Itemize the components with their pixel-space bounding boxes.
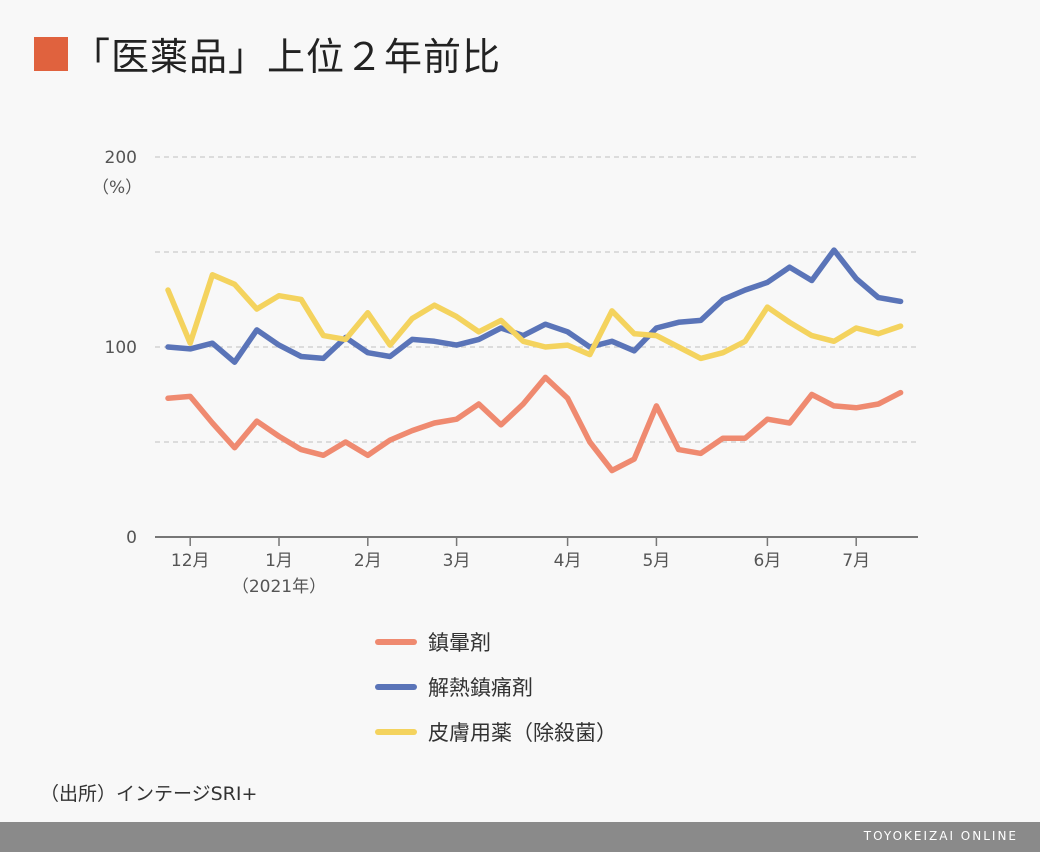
x-tick-label: 1月: [265, 551, 293, 571]
y-tick-label: 0: [126, 528, 137, 548]
title-row: 「医薬品」上位２年前比: [34, 26, 501, 81]
legend-label: 解熱鎮痛剤: [428, 676, 533, 700]
y-unit-label: （%）: [92, 178, 142, 198]
x-tick-label: 2月: [354, 551, 382, 571]
footer-bar: TOYOKEIZAI ONLINE: [0, 822, 1040, 852]
legend-label: 皮膚用薬（除殺菌）: [428, 721, 617, 745]
x-tick-label: 3月: [443, 551, 471, 571]
series-line-1: [165, 247, 904, 365]
title-marker: [34, 36, 68, 71]
chart-title: 「医薬品」上位２年前比: [72, 35, 502, 79]
x-tick-label: 5月: [642, 551, 670, 571]
source-note: （出所）インテージSRI+: [40, 783, 258, 805]
series-layer: [165, 247, 904, 474]
x-year-label: （2021年）: [232, 577, 326, 597]
x-tick-label: 4月: [554, 551, 582, 571]
legend-label: 鎮暈剤: [428, 631, 491, 655]
y-tick-label: 100: [105, 338, 137, 358]
axis-layer: 0 100 200 （%） 12月 1月 （2021年） 2月 3月 4月 5月 6月 7月: [92, 148, 918, 597]
brand-label: TOYOKEIZAI ONLINE: [863, 829, 1018, 843]
series-line-2: [165, 272, 904, 362]
series-line-0: [165, 374, 904, 474]
y-tick-label: 200: [105, 148, 137, 168]
x-tick-label: 12月: [171, 551, 210, 571]
x-tick-label: 7月: [842, 551, 870, 571]
x-tick-label: 6月: [753, 551, 781, 571]
